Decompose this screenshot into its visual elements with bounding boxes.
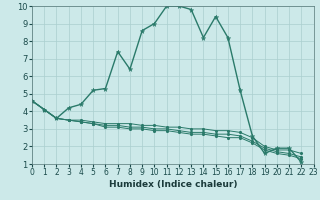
X-axis label: Humidex (Indice chaleur): Humidex (Indice chaleur)	[108, 180, 237, 189]
